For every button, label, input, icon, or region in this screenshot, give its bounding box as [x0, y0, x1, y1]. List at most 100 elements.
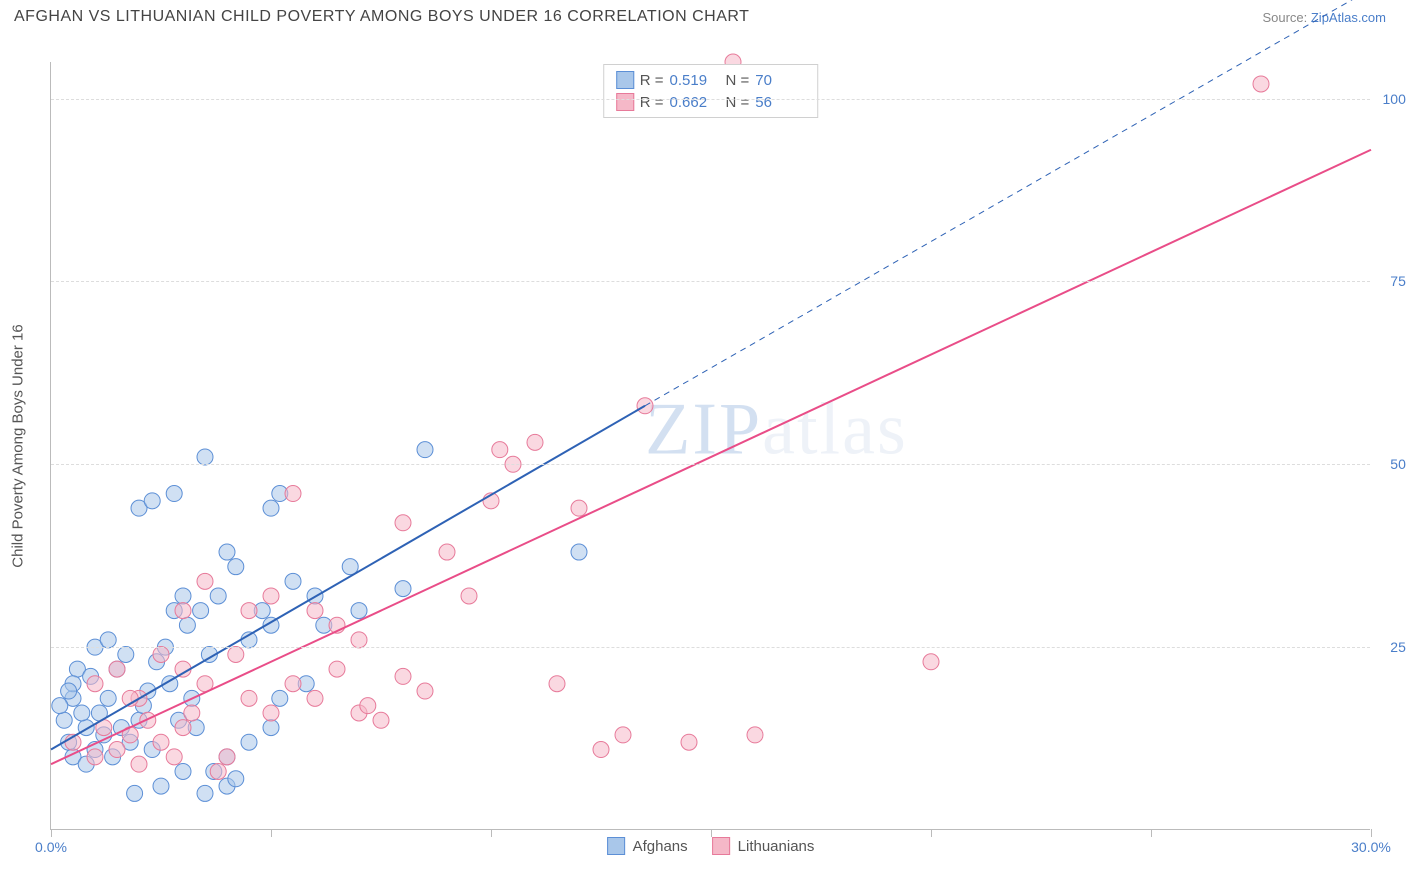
data-point	[263, 705, 279, 721]
data-point	[1253, 76, 1269, 92]
data-point	[461, 588, 477, 604]
data-point	[100, 690, 116, 706]
data-point	[127, 785, 143, 801]
x-tick	[271, 829, 272, 837]
data-point	[373, 712, 389, 728]
data-point	[923, 654, 939, 670]
data-point	[241, 603, 257, 619]
data-point	[100, 632, 116, 648]
data-point	[109, 742, 125, 758]
data-point	[307, 690, 323, 706]
data-point	[197, 449, 213, 465]
chart-plot-area: ZIPatlas R = 0.519 N = 70 R = 0.662 N = …	[50, 62, 1370, 830]
data-point	[681, 734, 697, 750]
y-tick-label: 50.0%	[1390, 456, 1406, 472]
data-point	[175, 603, 191, 619]
data-point	[417, 442, 433, 458]
data-point	[87, 749, 103, 765]
x-tick	[1151, 829, 1152, 837]
x-tick	[711, 829, 712, 837]
n-value-afghans: 70	[755, 72, 805, 89]
y-tick-label: 75.0%	[1390, 273, 1406, 289]
data-point	[193, 603, 209, 619]
gridline-h	[51, 464, 1370, 465]
data-point	[571, 500, 587, 516]
data-point	[549, 676, 565, 692]
data-point	[175, 588, 191, 604]
n-value-lithuanians: 56	[755, 94, 805, 111]
data-point	[285, 573, 301, 589]
x-tick-label: 0.0%	[35, 839, 67, 855]
data-point	[56, 712, 72, 728]
swatch-afghans	[616, 71, 634, 89]
chart-header: AFGHAN VS LITHUANIAN CHILD POVERTY AMONG…	[0, 0, 1406, 30]
data-point	[360, 698, 376, 714]
x-tick	[931, 829, 932, 837]
data-point	[351, 632, 367, 648]
x-tick-label: 30.0%	[1351, 839, 1391, 855]
data-point	[329, 661, 345, 677]
source-link[interactable]: ZipAtlas.com	[1311, 10, 1386, 25]
data-point	[197, 573, 213, 589]
data-point	[109, 661, 125, 677]
data-point	[153, 734, 169, 750]
data-point	[140, 712, 156, 728]
data-point	[351, 603, 367, 619]
data-point	[241, 734, 257, 750]
data-point	[272, 690, 288, 706]
gridline-h	[51, 99, 1370, 100]
data-point	[395, 581, 411, 597]
data-point	[417, 683, 433, 699]
legend-item-afghans: Afghans	[607, 837, 688, 855]
data-point	[197, 785, 213, 801]
source-prefix: Source:	[1262, 10, 1310, 25]
data-point	[395, 668, 411, 684]
data-point	[263, 500, 279, 516]
x-tick	[51, 829, 52, 837]
data-point	[263, 588, 279, 604]
trend-line	[51, 406, 645, 750]
data-point	[571, 544, 587, 560]
data-point	[131, 756, 147, 772]
source-attribution: Source: ZipAtlas.com	[1262, 10, 1386, 25]
data-point	[166, 486, 182, 502]
r-value-lithuanians: 0.662	[670, 94, 720, 111]
data-point	[241, 690, 257, 706]
y-tick-label: 25.0%	[1390, 639, 1406, 655]
y-axis-label: Child Poverty Among Boys Under 16	[10, 324, 27, 567]
trend-line	[51, 150, 1371, 764]
data-point	[263, 720, 279, 736]
gridline-h	[51, 281, 1370, 282]
x-tick	[491, 829, 492, 837]
data-point	[52, 698, 68, 714]
gridline-h	[51, 647, 1370, 648]
data-point	[228, 771, 244, 787]
data-point	[61, 683, 77, 699]
data-point	[492, 442, 508, 458]
data-point	[144, 493, 160, 509]
legend-label-afghans: Afghans	[633, 838, 688, 855]
data-point	[210, 588, 226, 604]
r-value-afghans: 0.519	[670, 72, 720, 89]
correlation-legend: R = 0.519 N = 70 R = 0.662 N = 56	[603, 64, 819, 118]
r-label: R =	[640, 72, 664, 89]
data-point	[285, 486, 301, 502]
legend-row-afghans: R = 0.519 N = 70	[616, 69, 806, 91]
legend-label-lithuanians: Lithuanians	[738, 838, 815, 855]
data-point	[439, 544, 455, 560]
data-point	[307, 603, 323, 619]
data-point	[527, 434, 543, 450]
data-point	[179, 617, 195, 633]
series-legend: Afghans Lithuanians	[607, 837, 815, 855]
data-point	[153, 778, 169, 794]
y-tick-label: 100.0%	[1383, 91, 1406, 107]
data-point	[285, 676, 301, 692]
data-point	[210, 763, 226, 779]
data-point	[593, 742, 609, 758]
trend-line-extrapolated	[645, 0, 1371, 406]
swatch-lithuanians	[616, 93, 634, 111]
legend-item-lithuanians: Lithuanians	[712, 837, 815, 855]
legend-row-lithuanians: R = 0.662 N = 56	[616, 91, 806, 113]
data-point	[615, 727, 631, 743]
data-point	[395, 515, 411, 531]
